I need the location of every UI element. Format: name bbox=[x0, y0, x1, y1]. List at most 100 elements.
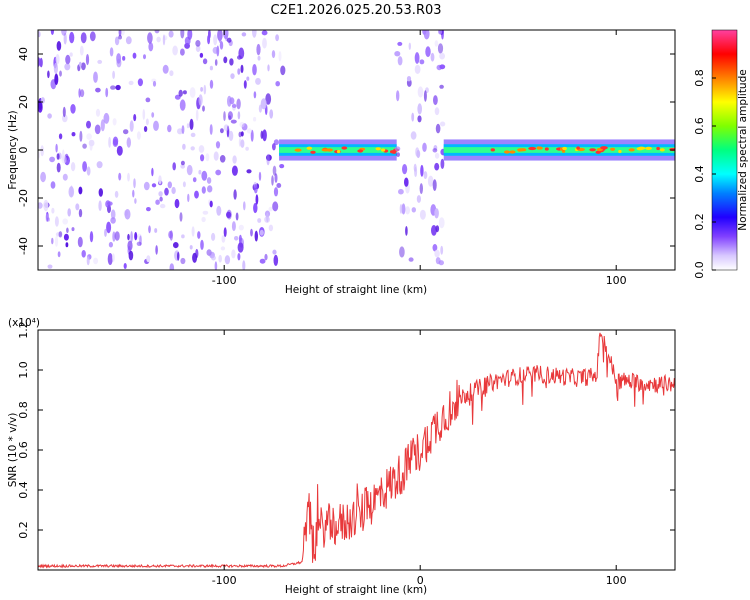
noise-blob bbox=[219, 41, 224, 50]
noise-blob bbox=[216, 45, 220, 57]
noise-blob bbox=[233, 189, 237, 200]
noise-blob bbox=[86, 256, 90, 266]
noise-blob bbox=[177, 128, 183, 135]
noise-blob bbox=[257, 55, 261, 61]
noise-blob bbox=[46, 217, 50, 222]
noise-blob bbox=[209, 200, 213, 208]
noise-blob bbox=[397, 56, 403, 66]
noise-blob bbox=[136, 131, 141, 140]
noise-blob bbox=[143, 54, 146, 60]
noise-blob bbox=[231, 104, 237, 108]
noise-blob bbox=[47, 70, 50, 79]
colorbar-tick-label: 0.0 bbox=[693, 261, 706, 279]
noise-blob bbox=[160, 203, 166, 209]
noise-blob bbox=[139, 235, 142, 246]
noise-blob bbox=[162, 64, 169, 74]
noise-blob bbox=[146, 207, 151, 212]
noise-blob bbox=[62, 114, 68, 123]
signal-peak bbox=[517, 148, 521, 152]
noise-blob bbox=[86, 166, 91, 176]
noise-blob bbox=[171, 186, 176, 195]
noise-blob bbox=[114, 231, 120, 241]
noise-blob bbox=[50, 30, 54, 35]
noise-blob bbox=[93, 71, 98, 83]
top-xlabel: Height of straight line (km) bbox=[285, 284, 427, 296]
noise-blob bbox=[181, 125, 185, 135]
noise-blob bbox=[158, 191, 163, 197]
noise-blob bbox=[197, 231, 201, 239]
noise-blob bbox=[79, 45, 84, 56]
noise-blob bbox=[401, 203, 406, 215]
noise-blob bbox=[195, 40, 201, 47]
signal-peak bbox=[562, 146, 567, 151]
noise-blob bbox=[154, 228, 158, 233]
noise-blob bbox=[266, 153, 270, 166]
noise-blob bbox=[259, 229, 264, 236]
colorbar-tick-label: 0.8 bbox=[693, 69, 706, 87]
noise-blob bbox=[269, 109, 274, 119]
top-axes: -100 100 -40 -20 0 20 40 bbox=[17, 30, 675, 287]
noise-blob bbox=[218, 254, 222, 263]
noise-blob bbox=[105, 87, 109, 98]
noise-blob bbox=[241, 123, 248, 131]
noise-blob bbox=[123, 129, 129, 135]
noise-blob bbox=[146, 255, 151, 263]
signal-peak bbox=[576, 146, 580, 150]
noise-blob bbox=[95, 108, 101, 117]
noise-blob bbox=[253, 116, 257, 122]
noise-blob bbox=[419, 209, 426, 220]
noise-blob bbox=[148, 225, 151, 234]
bottom-multiplier: (x10⁴) bbox=[8, 317, 40, 329]
noise-blob bbox=[57, 251, 61, 258]
noise-blob bbox=[118, 30, 122, 37]
noise-blob bbox=[190, 132, 196, 138]
noise-blob bbox=[199, 52, 204, 58]
signal-peak bbox=[659, 148, 665, 152]
noise-blob bbox=[133, 178, 136, 189]
noise-blob bbox=[237, 242, 244, 253]
noise-blob bbox=[56, 162, 61, 173]
colorbar bbox=[711, 29, 738, 271]
noise-blob bbox=[440, 158, 445, 169]
noise-blob bbox=[398, 188, 404, 195]
noise-blob bbox=[254, 230, 258, 242]
noise-blob bbox=[419, 183, 423, 195]
noise-blob bbox=[255, 77, 261, 85]
noise-blob bbox=[103, 112, 110, 124]
noise-blob bbox=[169, 263, 175, 270]
signal-peak bbox=[336, 149, 341, 154]
noise-blob bbox=[106, 221, 112, 234]
noise-blob bbox=[194, 190, 199, 199]
noise-blob bbox=[116, 145, 123, 156]
noise-blob bbox=[234, 236, 239, 241]
noise-blob bbox=[108, 241, 113, 248]
noise-blob bbox=[396, 90, 400, 102]
noise-blob bbox=[250, 228, 253, 237]
signal-peak bbox=[509, 150, 516, 154]
noise-blob bbox=[61, 155, 67, 164]
noise-blob bbox=[235, 212, 239, 221]
noise-blob bbox=[438, 217, 445, 229]
noise-blob bbox=[236, 98, 241, 110]
noise-blob bbox=[85, 54, 90, 66]
signal-peak bbox=[610, 147, 616, 151]
noise-blob bbox=[242, 260, 246, 270]
noise-blob bbox=[257, 218, 262, 223]
noise-blob bbox=[129, 120, 134, 132]
noise-blob bbox=[80, 89, 85, 98]
noise-blob bbox=[118, 35, 122, 40]
noise-blob bbox=[61, 30, 67, 36]
noise-blob bbox=[191, 226, 195, 237]
noise-blob bbox=[214, 261, 218, 270]
noise-blob bbox=[266, 154, 272, 161]
signal-peak bbox=[504, 150, 510, 154]
noise-blob bbox=[272, 165, 277, 176]
noise-blob bbox=[40, 171, 46, 183]
noise-blob bbox=[97, 59, 103, 64]
noise-blob bbox=[143, 181, 150, 191]
noise-blob bbox=[438, 30, 443, 35]
noise-blob bbox=[213, 34, 218, 46]
signal-peak bbox=[294, 148, 302, 152]
signal-core bbox=[279, 147, 397, 153]
